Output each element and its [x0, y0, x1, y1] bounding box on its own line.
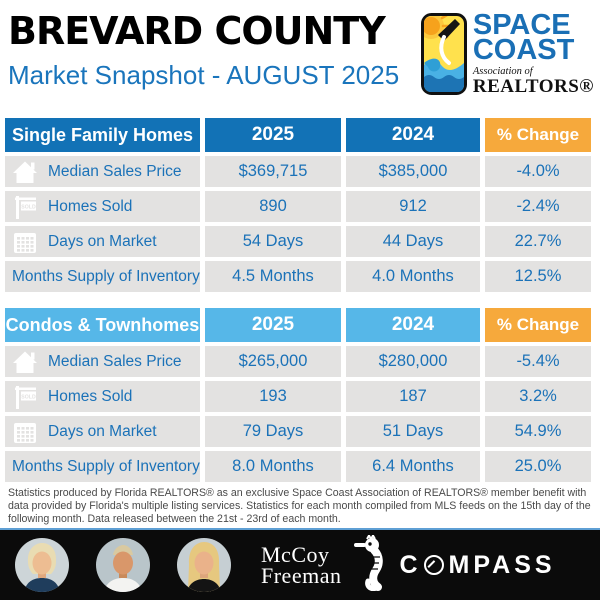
- value-2024: 187: [346, 381, 480, 412]
- value-change: 54.9%: [485, 416, 591, 447]
- row-label-cell: SOLD Homes Sold: [5, 381, 200, 412]
- row-label: Months Supply of Inventory: [12, 267, 200, 285]
- value-change: -4.0%: [485, 156, 591, 187]
- value-2025: 8.0 Months: [205, 451, 341, 482]
- value-2025: 193: [205, 381, 341, 412]
- calendar-icon: [11, 418, 39, 446]
- value-change: -2.4%: [485, 191, 591, 222]
- table-row: Months Supply of Inventory 4.5 Months 4.…: [5, 261, 591, 292]
- value-2024: 6.4 Months: [346, 451, 480, 482]
- compass-letter-c: C: [399, 550, 422, 579]
- space-coast-badge-icon: [420, 13, 467, 95]
- row-label: Median Sales Price: [48, 352, 182, 370]
- value-2025: 54 Days: [205, 226, 341, 257]
- column-header-change: % Change: [485, 118, 591, 152]
- column-header-2025: 2025: [205, 118, 341, 152]
- value-2024: 912: [346, 191, 480, 222]
- column-header-2024: 2024: [346, 308, 480, 342]
- sold-sign-icon: SOLD: [11, 383, 39, 411]
- sold-sign-icon: SOLD: [11, 193, 39, 221]
- table-row: Days on Market 79 Days 51 Days 54.9%: [5, 416, 591, 447]
- table-row: Median Sales Price $369,715 $385,000 -4.…: [5, 156, 591, 187]
- logo-coast-label: COAST: [472, 34, 575, 66]
- compass-o-icon: [423, 555, 444, 575]
- row-label-cell: Days on Market: [5, 416, 200, 447]
- value-2024: $385,000: [346, 156, 480, 187]
- value-2025: 4.5 Months: [205, 261, 341, 292]
- row-label: Days on Market: [48, 422, 157, 440]
- row-label-cell: Months Supply of Inventory: [5, 451, 200, 482]
- table-row: Days on Market 54 Days 44 Days 22.7%: [5, 226, 591, 257]
- value-2025: 79 Days: [205, 416, 341, 447]
- house-icon: [11, 158, 39, 186]
- table-row: SOLD Homes Sold 193 187 3.2%: [5, 381, 591, 412]
- footer-brand-bar: McCoy Freeman C MPASS: [0, 528, 600, 600]
- condos-townhomes-table: Condos & Townhomes 2025 2024 % Change Me…: [5, 308, 591, 482]
- condos-header-row: Condos & Townhomes 2025 2024 % Change: [5, 308, 591, 342]
- table-row: SOLD Homes Sold 890 912 -2.4%: [5, 191, 591, 222]
- row-label-cell: Median Sales Price: [5, 156, 200, 187]
- sold-sign-text: SOLD: [21, 394, 36, 400]
- single-family-header-row: Single Family Homes 2025 2024 % Change: [5, 118, 591, 152]
- column-header-change: % Change: [485, 308, 591, 342]
- agent-headshot-3: [177, 538, 231, 592]
- row-label-cell: Months Supply of Inventory: [5, 261, 200, 292]
- mccoy-freeman-logo: McCoy Freeman: [261, 542, 342, 588]
- logo-space-label: SPACE: [472, 9, 571, 41]
- column-header-2024: 2024: [346, 118, 480, 152]
- row-label: Homes Sold: [48, 387, 133, 405]
- row-label: Homes Sold: [48, 197, 133, 215]
- page-header: BREVARD COUNTY Market Snapshot - AUGUST …: [8, 8, 399, 91]
- statistics-disclaimer: Statistics produced by Florida REALTORS®…: [8, 487, 591, 525]
- value-change: 12.5%: [485, 261, 591, 292]
- table-row: Median Sales Price $265,000 $280,000 -5.…: [5, 346, 591, 377]
- value-2025: $265,000: [205, 346, 341, 377]
- row-label: Median Sales Price: [48, 162, 182, 180]
- sold-sign-text: SOLD: [21, 204, 36, 210]
- value-2024: 4.0 Months: [346, 261, 480, 292]
- value-change: 25.0%: [485, 451, 591, 482]
- row-label-cell: SOLD Homes Sold: [5, 191, 200, 222]
- value-2025: $369,715: [205, 156, 341, 187]
- row-label: Days on Market: [48, 232, 157, 250]
- table-title-cell: Single Family Homes: [5, 118, 200, 152]
- row-label-cell: Median Sales Price: [5, 346, 200, 377]
- agent-headshots: [15, 538, 231, 592]
- agent-headshot-1: [15, 538, 69, 592]
- house-icon: [11, 348, 39, 376]
- value-change: -5.4%: [485, 346, 591, 377]
- value-change: 22.7%: [485, 226, 591, 257]
- value-2024: 51 Days: [346, 416, 480, 447]
- value-2024: 44 Days: [346, 226, 480, 257]
- logo-text-block: SPACE COAST Association of REALTORS®: [472, 9, 594, 97]
- single-family-table: Single Family Homes 2025 2024 % Change M…: [5, 118, 591, 292]
- page-subtitle: Market Snapshot - AUGUST 2025: [8, 60, 400, 90]
- value-2024: $280,000: [346, 346, 480, 377]
- table-row: Months Supply of Inventory 8.0 Months 6.…: [5, 451, 591, 482]
- compass-logo: C MPASS: [399, 551, 555, 580]
- calendar-icon: [11, 228, 39, 256]
- brand-line-2: Freeman: [261, 563, 342, 588]
- table-title-cell: Condos & Townhomes: [5, 308, 200, 342]
- column-header-2025: 2025: [205, 308, 341, 342]
- row-label: Months Supply of Inventory: [12, 457, 200, 475]
- logo-realtors-label: REALTORS®: [472, 76, 594, 97]
- value-change: 3.2%: [485, 381, 591, 412]
- seahorse-icon: [353, 532, 389, 596]
- agent-headshot-2: [96, 538, 150, 592]
- brand-line-1: McCoy: [261, 542, 330, 567]
- value-2025: 890: [205, 191, 341, 222]
- logo-association-label: Association of: [472, 66, 533, 77]
- compass-letters-mpass: MPASS: [448, 550, 556, 579]
- space-coast-realtors-logo: SPACE COAST Association of REALTORS®: [420, 9, 594, 97]
- row-label-cell: Days on Market: [5, 226, 200, 257]
- page-title: BREVARD COUNTY: [8, 9, 386, 53]
